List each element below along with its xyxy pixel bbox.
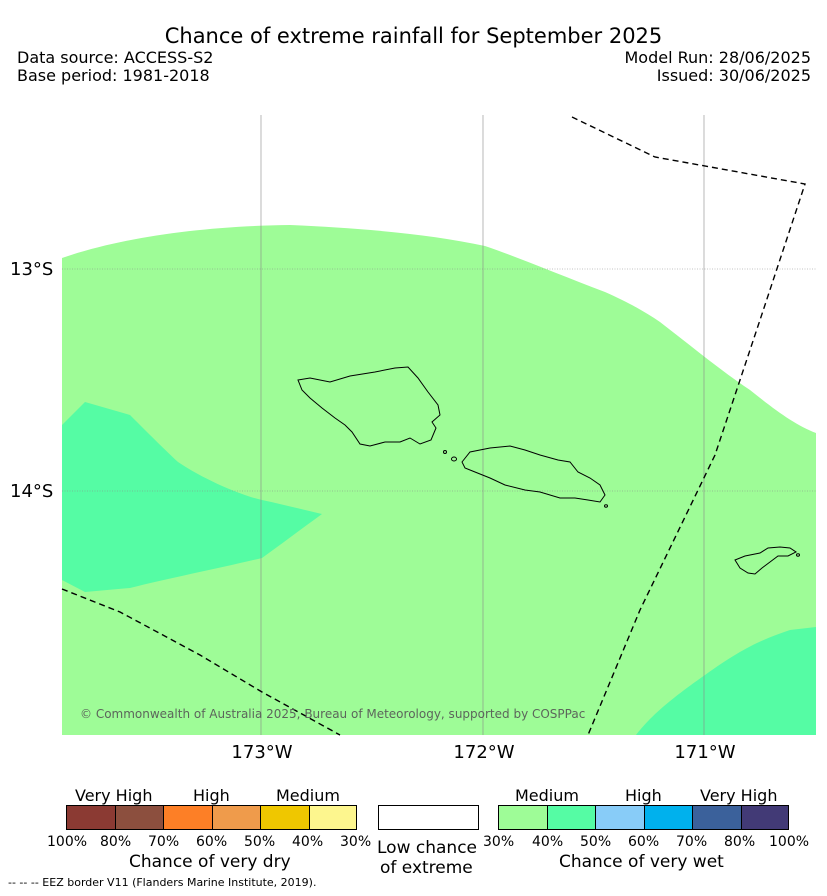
tutuila-island — [734, 546, 797, 575]
eez-footnote: -- -- -- EEZ border V11 (Flanders Marine… — [8, 876, 317, 889]
wet-tick: 70% — [676, 834, 708, 850]
savaii-island — [297, 366, 441, 447]
base-period: Base period: 1981-2018 — [17, 66, 210, 85]
low-caption-line2: of extreme — [380, 858, 473, 878]
wet-cat-very-high: Very High — [700, 786, 778, 805]
wet-tick: 30% — [483, 834, 515, 850]
dry-cat-medium: Medium — [276, 786, 340, 805]
dry-swatch — [66, 805, 115, 830]
dry-tick: 70% — [148, 834, 180, 850]
map-title: Chance of extreme rainfall for September… — [164, 24, 663, 48]
wet-tick: 100% — [769, 834, 810, 850]
wet-swatch — [692, 805, 741, 830]
lon-label-173w: 173°W — [231, 742, 292, 763]
graticule — [62, 115, 816, 735]
dry-tick: 50% — [244, 834, 276, 850]
wet-caption: Chance of very wet — [559, 852, 724, 872]
wet-tick: 60% — [628, 834, 660, 850]
wet-cat-high: High — [625, 786, 662, 805]
lon-label-172w: 172°W — [453, 742, 514, 763]
dry-caption: Chance of very dry — [129, 852, 291, 872]
dry-swatch — [114, 805, 163, 830]
model-run: Model Run: 28/06/2025 — [624, 48, 812, 67]
wet-swatch — [643, 805, 692, 830]
dry-cat-high: High — [193, 786, 230, 805]
dry-swatch — [260, 805, 309, 830]
dry-swatch — [211, 805, 260, 830]
islet-small — [451, 456, 457, 462]
low-caption-line1: Low chance — [377, 838, 477, 858]
wet-tick: 50% — [580, 834, 612, 850]
medium-wet-region — [62, 225, 816, 735]
wet-tick: 80% — [724, 834, 756, 850]
dry-cat-very-high: Very High — [75, 786, 153, 805]
islet-small — [604, 504, 608, 508]
islet-small — [443, 450, 447, 454]
dry-swatch — [163, 805, 212, 830]
upolu-island — [461, 445, 606, 503]
lon-label-171w: 171°W — [674, 742, 735, 763]
dry-tick: 30% — [340, 834, 372, 850]
dry-tick: 80% — [100, 834, 132, 850]
eez-border — [61, 116, 806, 736]
islands — [297, 366, 800, 575]
dry-tick: 60% — [196, 834, 228, 850]
lat-label-14s: 14°S — [10, 481, 53, 502]
copyright-notice: © Commonwealth of Australia 2025, Bureau… — [80, 707, 585, 721]
high-wet-region-southeast — [636, 627, 816, 735]
high-wet-region-west — [62, 402, 322, 592]
wet-swatch — [498, 805, 547, 830]
lat-label-13s: 13°S — [10, 259, 53, 280]
dry-swatch — [308, 805, 357, 830]
dry-tick: 100% — [47, 834, 88, 850]
wet-tick: 40% — [532, 834, 564, 850]
issued-date: Issued: 30/06/2025 — [656, 66, 811, 85]
wet-cat-medium: Medium — [515, 786, 579, 805]
low-chance-swatch — [378, 805, 479, 830]
islet-small — [796, 553, 800, 557]
data-source: Data source: ACCESS-S2 — [17, 48, 214, 67]
wet-swatch — [740, 805, 789, 830]
wet-swatch — [595, 805, 644, 830]
dry-tick: 40% — [292, 834, 324, 850]
wet-swatch — [546, 805, 595, 830]
